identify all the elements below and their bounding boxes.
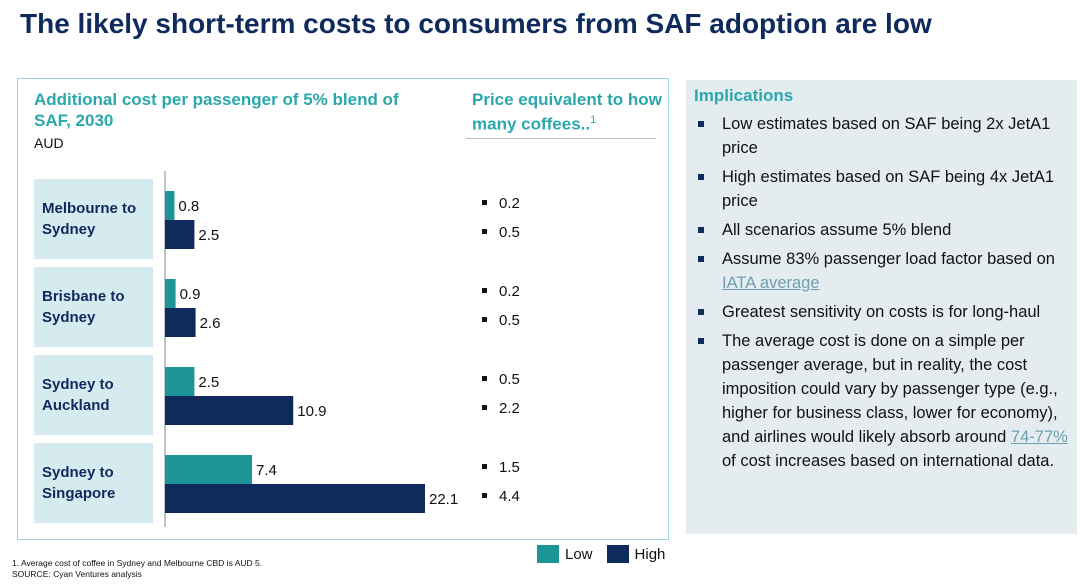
source-line: SOURCE: Cyan Ventures analysis xyxy=(12,569,142,579)
coffee-value-low-1: 0.2 xyxy=(482,283,520,300)
legend-swatch-high xyxy=(606,545,629,563)
legend-label-high: High xyxy=(634,545,666,563)
source-link[interactable]: 74-77% xyxy=(1010,428,1068,446)
data-label-high-0: 2.5 xyxy=(198,227,219,244)
page-title: The likely short-term costs to consumers… xyxy=(20,8,932,39)
bullet-icon xyxy=(482,463,487,469)
implication-item: Low estimates based on SAF being 2x JetA… xyxy=(694,112,1069,160)
coffee-value-low-0: 0.2 xyxy=(482,195,520,212)
category-label: Melbourne to Sydney xyxy=(42,200,137,238)
coffee-column-title: Price equivalent to how many coffees..1 xyxy=(472,89,662,135)
data-label-low-3: 7.4 xyxy=(256,462,277,479)
category-box-melbourne-sydney: Melbourne to Sydney xyxy=(34,179,153,259)
bullet-icon xyxy=(482,228,487,234)
bullet-icon xyxy=(698,338,704,344)
category-label: Sydney to Auckland xyxy=(42,376,114,414)
bar-low-2 xyxy=(165,367,195,396)
data-label-low-2: 2.5 xyxy=(198,374,219,391)
category-label: Brisbane to Sydney xyxy=(42,288,125,326)
data-label-low-1: 0.9 xyxy=(180,286,201,303)
category-box-sydney-auckland: Sydney to Auckland xyxy=(34,355,153,435)
bullet-icon xyxy=(482,287,487,293)
bar-low-1 xyxy=(165,279,176,308)
implication-item: Assume 83% passenger load factor based o… xyxy=(694,247,1069,295)
bullet-icon xyxy=(482,199,487,205)
bar-low-3 xyxy=(165,455,253,484)
implications-title: Implications xyxy=(694,86,794,105)
data-label-high-3: 22.1 xyxy=(429,491,458,508)
bullet-icon xyxy=(698,256,704,262)
coffee-value-high-2: 2.2 xyxy=(482,400,520,417)
bullet-icon xyxy=(482,492,487,498)
data-label-low-0: 0.8 xyxy=(178,198,199,215)
bullet-icon xyxy=(698,174,704,180)
legend-label-low: Low xyxy=(565,545,593,563)
bullet-icon xyxy=(698,227,704,233)
legend-swatch-low xyxy=(537,545,559,563)
coffee-title-rule xyxy=(466,138,656,139)
bullet-icon xyxy=(482,404,487,410)
bar-high-0 xyxy=(165,220,195,249)
bullet-icon xyxy=(698,121,704,127)
chart-title: Additional cost per passenger of 5% blen… xyxy=(34,90,399,130)
implications-panel: Implications Low estimates based on SAF … xyxy=(686,80,1077,534)
data-label-high-2: 10.9 xyxy=(297,403,326,420)
coffee-value-high-1: 0.5 xyxy=(482,312,520,329)
data-label-high-1: 2.6 xyxy=(200,315,221,332)
coffee-title-text: Price equivalent to how many coffees.. xyxy=(472,90,662,134)
coffee-value-high-0: 0.5 xyxy=(482,224,520,241)
coffee-footnote-mark: 1 xyxy=(590,114,597,126)
bar-high-1 xyxy=(165,308,196,337)
chart-unit: AUD xyxy=(34,135,64,151)
bar-chart: 0.8 2.5 0.9 2.6 2.5 10.9 7.4 22.1 xyxy=(164,171,458,527)
bullet-icon xyxy=(482,316,487,322)
implication-item: High estimates based on SAF being 4x Jet… xyxy=(694,165,1069,213)
bullet-icon xyxy=(482,375,487,381)
implication-item: All scenarios assume 5% blend xyxy=(694,218,1069,242)
bullet-icon xyxy=(698,309,704,315)
bar-low-0 xyxy=(165,191,175,220)
source-link[interactable]: IATA average xyxy=(722,274,820,292)
bar-high-3 xyxy=(165,484,425,513)
bar-high-2 xyxy=(165,396,294,425)
category-label: Sydney to Singapore xyxy=(42,464,116,502)
footnote-line: 1. Average cost of coffee in Sydney and … xyxy=(12,558,263,568)
implications-list: Low estimates based on SAF being 2x JetA… xyxy=(694,112,1069,478)
coffee-value-low-2: 0.5 xyxy=(482,371,520,388)
implication-item: The average cost is done on a simple per… xyxy=(694,329,1069,473)
coffee-value-low-3: 1.5 xyxy=(482,459,520,476)
coffee-value-high-3: 4.4 xyxy=(482,488,520,505)
chart-legend: Low High xyxy=(537,545,679,563)
chart-panel: Additional cost per passenger of 5% blen… xyxy=(17,78,669,540)
implication-item: Greatest sensitivity on costs is for lon… xyxy=(694,300,1069,324)
category-box-brisbane-sydney: Brisbane to Sydney xyxy=(34,267,153,347)
footnote: 1. Average cost of coffee in Sydney and … xyxy=(12,558,262,580)
category-box-sydney-singapore: Sydney to Singapore xyxy=(34,443,153,523)
